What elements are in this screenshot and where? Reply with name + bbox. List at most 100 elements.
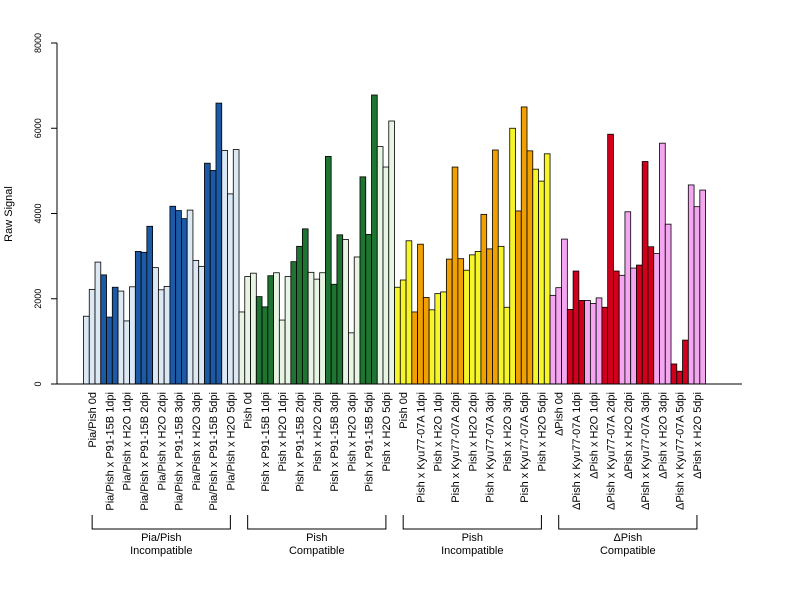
bar (676, 370, 683, 385)
bar (601, 306, 609, 385)
bar (192, 259, 200, 385)
bar (301, 228, 309, 385)
bar (515, 210, 522, 385)
bar (659, 142, 666, 385)
bar (111, 286, 119, 385)
bar (428, 309, 436, 385)
x-tick-label: Pish 0d (398, 392, 410, 429)
bar (278, 319, 286, 385)
x-tick-label: Pish x Kyu77-07A 2dpi (450, 392, 462, 503)
bar (238, 311, 246, 385)
group-label-line1: Pish (306, 532, 327, 544)
bar (181, 218, 188, 385)
x-tick-label: Pish x H2O 2dpi (467, 392, 479, 471)
group-label-line2: Incompatible (130, 545, 192, 557)
y-tick-label: 6000 (33, 118, 43, 138)
bar (290, 261, 298, 385)
bar (376, 146, 384, 385)
bar (244, 276, 251, 385)
group-label-line2: Compatible (600, 545, 656, 557)
bar (624, 211, 632, 385)
x-tick-label: ΔPish x Kyu77-07A 2dpi (606, 392, 618, 510)
bar (440, 291, 447, 385)
bar (106, 316, 113, 385)
bar (117, 290, 125, 385)
x-tick-label: Pia/Pish x P91-15B 2dpi (139, 392, 151, 511)
bar (538, 180, 545, 385)
bar (255, 296, 263, 385)
bar (336, 234, 344, 385)
x-tick-label: ΔPish x Kyu77-07A 3dpi (640, 392, 652, 510)
group-bracket (402, 515, 542, 530)
bar (134, 251, 142, 385)
bar (129, 286, 136, 385)
group-brackets-layer: Pia/PishIncompatiblePishCompatiblePishIn… (91, 515, 698, 557)
bar (561, 238, 568, 385)
x-tick-label: Pish x P91-15B 3dpi (329, 392, 341, 492)
bar (152, 267, 159, 385)
bar (497, 245, 505, 385)
bar (618, 274, 626, 385)
bar (227, 193, 234, 385)
bar (503, 306, 511, 385)
bar (94, 261, 102, 385)
bar (457, 258, 465, 385)
group-bracket (247, 515, 387, 530)
bar (607, 133, 614, 385)
bar (509, 127, 516, 385)
group-label-line2: Compatible (289, 545, 345, 557)
x-tick-label: Pia/Pish x P91-15B 1dpi (104, 392, 116, 511)
x-tick-label: Pish x Kyu77-07A 5dpi (519, 392, 531, 503)
x-tick-label: Pia/Pish x H2O 5dpi (225, 392, 237, 490)
bar (175, 210, 182, 385)
bar (250, 272, 257, 385)
x-tick-label: ΔPish x H2O 1dpi (588, 392, 600, 479)
x-tick-label: Pia/Pish x H2O 3dpi (191, 392, 203, 490)
x-tick-label: Pish x P91-15B 5dpi (364, 392, 376, 492)
group-label-line1: Pish (462, 532, 483, 544)
bar (307, 271, 315, 385)
bar (232, 149, 240, 385)
bar (399, 279, 407, 385)
group-label-line1: Pia/Pish (141, 532, 181, 544)
bar (682, 339, 689, 385)
bar (157, 289, 165, 385)
group-bracket (91, 515, 231, 530)
bar (146, 225, 154, 385)
bar (613, 270, 620, 385)
x-tick-label: Pish x Kyu77-07A 1dpi (415, 392, 427, 503)
bar (221, 150, 228, 385)
bar (204, 162, 211, 385)
bar (209, 170, 217, 385)
x-tick-label: Pia/Pish 0d (87, 392, 99, 448)
x-tick-label: Pia/Pish x P91-15B 5dpi (208, 392, 220, 511)
bar (543, 153, 551, 385)
bar (284, 276, 292, 385)
bar (480, 213, 488, 385)
bar (434, 293, 442, 385)
bar (163, 285, 171, 385)
bar (664, 223, 672, 385)
x-tick-label: ΔPish 0d (554, 392, 566, 436)
bar (394, 286, 401, 385)
bar (469, 254, 476, 385)
bar (578, 300, 586, 385)
bar (653, 253, 660, 385)
bar (555, 287, 562, 385)
bar (566, 309, 574, 385)
bar (319, 272, 326, 385)
x-tick-label: Pish x Kyu77-07A 3dpi (485, 392, 497, 503)
bar (325, 155, 332, 385)
bar (699, 189, 706, 385)
x-tick-label: Pia/Pish x H2O 1dpi (122, 392, 134, 490)
bar (687, 184, 695, 385)
x-tick-label: Pish x H2O 2dpi (312, 392, 324, 471)
x-tick-label: Pish x P91-15B 1dpi (260, 392, 272, 492)
bar (486, 248, 493, 385)
x-tick-label: Pish x H2O 5dpi (536, 392, 548, 471)
bar (198, 265, 205, 385)
bar (526, 150, 534, 385)
bar (169, 205, 177, 385)
group-label-line1: ΔPish (613, 532, 642, 544)
x-tick-label: Pia/Pish x P91-15B 3dpi (174, 392, 186, 511)
